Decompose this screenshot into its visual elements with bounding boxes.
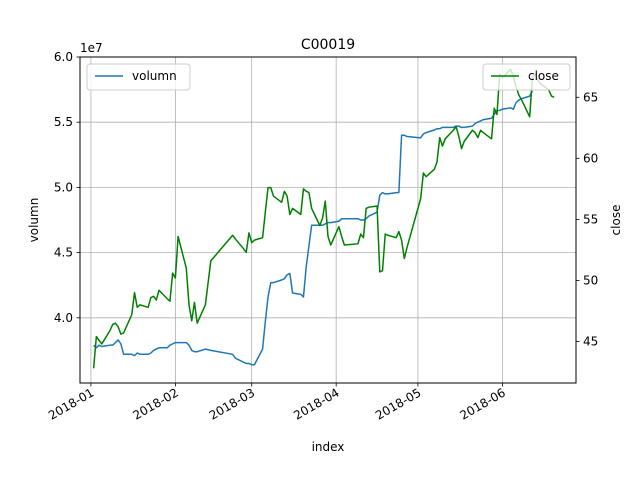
y-left-tick-label: 6.0 [54,50,73,64]
y-left-tick-label: 4.5 [54,246,73,260]
legend-left-label: volumn [132,69,177,83]
y-right-tick-label: 60 [583,151,598,165]
x-axis-title: index [312,440,345,454]
y-right-axis-title: close [609,205,623,236]
y-right-tick-label: 55 [583,212,598,226]
series-layer [92,68,555,369]
series-line-volumn [93,90,534,366]
plot-frame [79,56,577,384]
y-right-tick-label: 65 [583,90,598,104]
legend-right-label: close [528,69,559,83]
y-left-tick-label: 5.0 [54,180,73,194]
legend-left: volumn [86,63,191,91]
y-left-multiplier: 1e7 [80,41,103,55]
y-left-tick-label: 4.0 [54,311,73,325]
y-left-axis-title: volumn [27,198,41,243]
chart-title: C00019 [301,37,355,53]
y-right-tick-label: 50 [583,273,598,287]
y-right-tick-label: 45 [583,334,598,348]
legend-left-box [86,63,191,91]
legend-right-box [482,63,571,91]
y-left-tick-label: 5.5 [54,115,73,129]
series-line-close [92,68,555,369]
legend-right: close [482,63,571,91]
